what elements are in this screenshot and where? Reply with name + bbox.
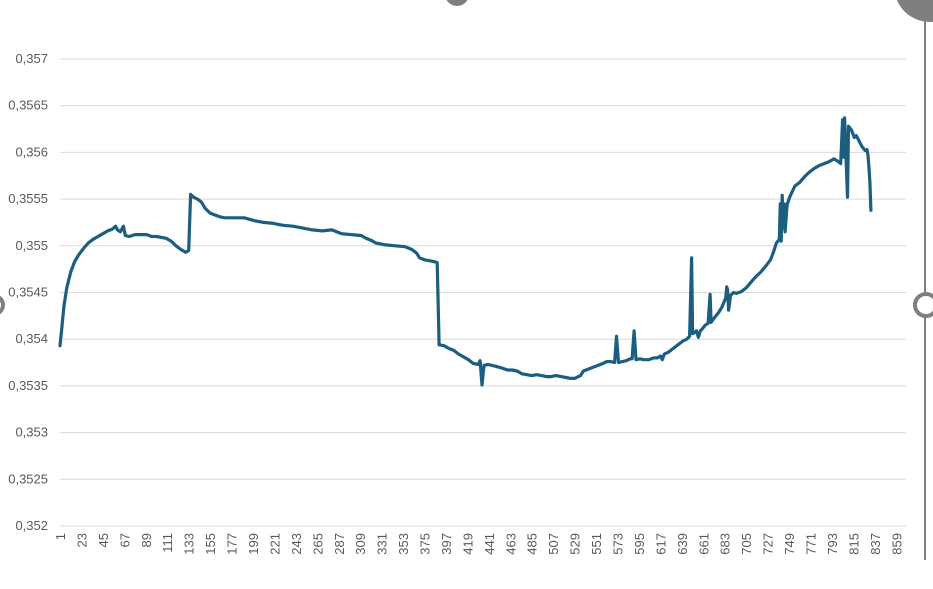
x-tick-label: 837 — [868, 533, 883, 555]
x-tick-label: 815 — [846, 533, 861, 555]
x-tick-label: 155 — [203, 533, 218, 555]
gridlines — [60, 58, 906, 527]
x-tick-label: 683 — [718, 533, 733, 555]
y-tick-label: 0,352 — [15, 518, 48, 533]
y-tick-label: 0,355 — [15, 238, 48, 253]
y-tick-label: 0,3555 — [8, 191, 48, 206]
x-tick-label: 749 — [782, 533, 797, 555]
resize-handle-right-middle[interactable] — [913, 292, 933, 318]
y-tick-label: 0,357 — [15, 51, 48, 66]
x-tick-label: 859 — [889, 533, 904, 555]
x-tick-label: 639 — [675, 533, 690, 555]
x-tick-label: 265 — [310, 533, 325, 555]
y-tick-label: 0,3565 — [8, 98, 48, 113]
y-tick-label: 0,3525 — [8, 471, 48, 486]
x-tick-label: 309 — [353, 533, 368, 555]
x-tick-label: 441 — [482, 533, 497, 555]
resize-handle-top-right[interactable] — [894, 0, 933, 22]
x-tick-label: 287 — [332, 533, 347, 555]
x-tick-label: 507 — [546, 533, 561, 555]
x-tick-label: 221 — [267, 533, 282, 555]
x-tick-label: 771 — [803, 533, 818, 555]
resize-handle-top-center[interactable] — [445, 0, 469, 6]
chart-selection-frame[interactable] — [0, 0, 933, 560]
y-tick-label: 0,3545 — [8, 285, 48, 300]
x-tick-label: 463 — [503, 533, 518, 555]
x-tick-label: 551 — [589, 533, 604, 555]
x-tick-label: 111 — [160, 533, 175, 553]
x-tick-label: 331 — [375, 533, 390, 555]
x-tick-label: 45 — [96, 533, 111, 547]
x-tick-label: 89 — [139, 533, 154, 547]
y-tick-label: 0,356 — [15, 144, 48, 159]
x-tick-label: 595 — [632, 533, 647, 555]
x-tick-label: 1 — [53, 533, 68, 540]
y-axis-tick-labels: 0,352 0,3525 0,353 0,3535 0,354 0,3545 0,355 0,… — [8, 51, 48, 533]
x-tick-label: 23 — [74, 533, 89, 547]
x-tick-label: 177 — [225, 533, 240, 555]
x-tick-label: 529 — [568, 533, 583, 555]
x-tick-label: 573 — [611, 533, 626, 555]
x-tick-label: 705 — [739, 533, 754, 555]
resize-handle-left-middle[interactable] — [0, 295, 5, 315]
x-tick-label: 199 — [246, 533, 261, 555]
x-tick-label: 353 — [396, 533, 411, 555]
x-tick-label: 485 — [525, 533, 540, 555]
series-layer — [58, 116, 873, 387]
x-tick-label: 397 — [439, 533, 454, 555]
x-tick-label: 243 — [289, 533, 304, 555]
series-line — [58, 116, 873, 387]
x-tick-label: 375 — [418, 533, 433, 555]
x-axis-tick-labels: 1 23 45 67 89 111 133 155 177 199 221 243 265 287 309 3… — [53, 533, 904, 555]
x-tick-label: 133 — [182, 533, 197, 555]
x-tick-label: 419 — [460, 533, 475, 555]
x-tick-label: 793 — [825, 533, 840, 555]
y-tick-label: 0,354 — [15, 331, 48, 346]
y-tick-label: 0,3535 — [8, 378, 48, 393]
x-tick-label: 661 — [696, 533, 711, 555]
x-tick-label: 617 — [653, 533, 668, 555]
y-tick-label: 0,353 — [15, 425, 48, 440]
x-tick-label: 67 — [117, 533, 132, 547]
x-tick-label: 727 — [761, 533, 776, 555]
